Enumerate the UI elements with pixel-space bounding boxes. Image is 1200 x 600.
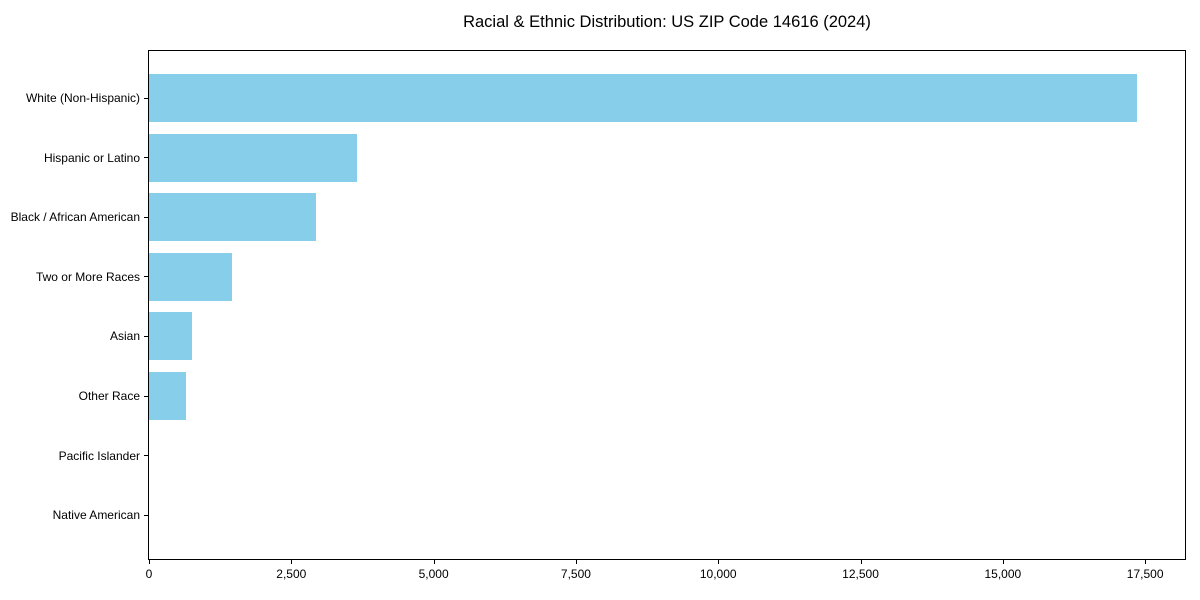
y-axis-label: Native American	[52, 508, 140, 523]
bar	[149, 193, 317, 242]
y-axis-label: Other Race	[78, 389, 140, 403]
x-tick-label: 12,500	[842, 567, 879, 581]
y-axis-label: Hispanic or Latino	[43, 150, 140, 165]
bar	[149, 252, 233, 301]
chart-title: Racial & Ethnic Distribution: US ZIP Cod…	[463, 13, 871, 31]
y-tick-mark	[144, 216, 148, 218]
bar	[149, 74, 1138, 122]
bar	[149, 312, 192, 361]
y-tick-mark	[144, 97, 148, 99]
y-tick-mark	[144, 335, 148, 338]
x-tick-mark	[1145, 560, 1147, 564]
bar	[149, 133, 357, 182]
bar	[149, 372, 186, 420]
y-axis-label: Pacific Islander	[58, 448, 140, 463]
y-tick-mark	[144, 455, 148, 457]
x-tick-label: 10,000	[699, 567, 737, 581]
y-axis-label: Asian	[109, 329, 140, 344]
x-tick-mark	[291, 560, 293, 564]
y-tick-mark	[144, 395, 148, 397]
y-tick-mark	[144, 514, 148, 516]
x-tick-label: 15,000	[984, 567, 1022, 581]
x-tick-label: 17,500	[1126, 567, 1164, 581]
x-tick-label: 7,500	[560, 567, 591, 581]
y-axis-label: White (Non-Hispanic)	[25, 91, 140, 105]
x-tick-label: 2,500	[276, 567, 307, 581]
x-tick-mark	[575, 560, 578, 564]
x-tick-label: 0	[145, 567, 153, 581]
x-tick-mark	[718, 560, 720, 564]
y-tick-mark	[144, 276, 148, 278]
x-tick-mark	[433, 560, 435, 564]
x-tick-label: 5,000	[418, 567, 449, 581]
y-axis-label: Black / African American	[10, 210, 140, 225]
y-axis-label: Two or More Races	[35, 269, 140, 284]
x-tick-mark	[1002, 560, 1005, 564]
x-tick-mark	[860, 560, 862, 564]
plot-area: White (Non-Hispanic) Hispanic or Latino Bl…	[11, 50, 1186, 581]
y-tick-mark	[144, 157, 148, 159]
x-tick-mark	[149, 560, 151, 564]
